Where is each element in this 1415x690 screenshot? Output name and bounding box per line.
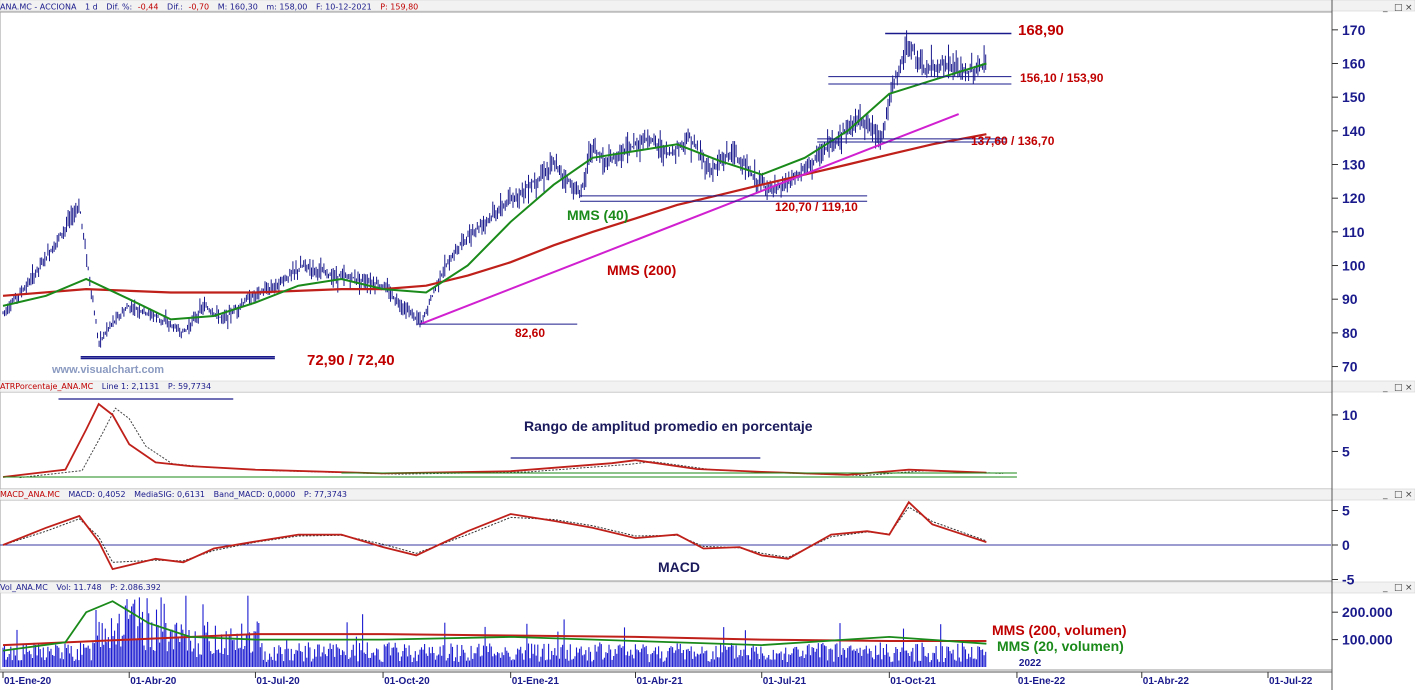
price-panel-header: ANA.MC - ACCIONA 1 d Dif. %: -0,44 Dif.:… [0, 3, 418, 12]
svg-text:ANA.MC - ACCIONA 1 d: ANA.MC - ACCIONA 1 d Dif. %: -0,44 Dif.:… [0, 3, 418, 12]
macd-y-tick-label: 0 [1342, 537, 1350, 553]
level-label-zone-mid: 137,60 / 136,70 [971, 134, 1055, 148]
y-tick-label: 80 [1342, 325, 1358, 341]
minimize-icon[interactable]: _ [1382, 490, 1388, 500]
y-tick-label: 120 [1342, 190, 1366, 206]
atr-y-tick-label: 5 [1342, 444, 1350, 460]
x-tick-label: 01-Ene-21 [512, 676, 560, 687]
maximize-icon[interactable]: □ [1394, 583, 1403, 593]
minimize-icon[interactable]: _ [1382, 583, 1388, 593]
sma200-label: MMS (200) [607, 262, 676, 278]
atr-title: Rango de amplitud promedio en porcentaje [524, 418, 813, 434]
vol-sma20-line [2, 600, 987, 652]
level-label-low-mar: 72,90 / 72,40 [307, 352, 395, 369]
svg-text:MACD_ANA.MC MACD: 0,4052: MACD_ANA.MC MACD: 0,4052 MediaSIG: 0,613… [0, 490, 347, 499]
maximize-icon[interactable]: □ [1394, 490, 1403, 500]
vol20-label: MMS (20, volumen) [997, 638, 1124, 654]
y-tick-label: 70 [1342, 359, 1358, 375]
panel-header-bar [0, 0, 1415, 12]
y-tick-label: 170 [1342, 22, 1366, 38]
window-controls-atr[interactable]: _ □ × [1382, 383, 1413, 393]
volume-panel-header: Vol_ANA.MC Vol: 11.748 P: 2.086.392 [0, 583, 161, 592]
x-tick-label: 01-Abr-21 [637, 676, 684, 687]
sma200-line [2, 133, 987, 297]
sma40-label: MMS (40) [567, 207, 628, 223]
level-label-low-oct: 82,60 [515, 326, 545, 340]
close-icon[interactable]: × [1405, 3, 1413, 13]
macd-signal-line [2, 506, 987, 563]
macd-label: MACD [658, 559, 700, 575]
volume-plot [2, 595, 987, 667]
minimize-icon[interactable]: _ [1382, 383, 1388, 393]
atr-y-tick-label: 10 [1342, 407, 1358, 423]
vol-y-tick-label: 100.000 [1342, 632, 1393, 648]
y-tick-label: 110 [1342, 224, 1365, 240]
level-label-zone-low: 120,70 / 119,10 [775, 200, 858, 214]
macd-y-tick-label: -5 [1342, 572, 1355, 588]
y-tick-label: 90 [1342, 291, 1358, 307]
panel-header-bar [0, 581, 1415, 594]
level-label-zone-top: 156,10 / 153,90 [1020, 71, 1104, 85]
vol200-label: MMS (200, volumen) [992, 622, 1127, 638]
x-tick-label: 01-Oct-20 [384, 676, 430, 687]
close-icon[interactable]: × [1405, 490, 1413, 500]
panel-header-bar [0, 488, 1415, 501]
x-tick-label: 01-Jul-20 [256, 676, 300, 687]
svg-text:ATRPorcentaje_ANA.MC Lin: ATRPorcentaje_ANA.MC Line 1: 2,1131 P: 5… [0, 382, 211, 391]
level-label-high: 168,90 [1018, 22, 1064, 39]
trendline [420, 113, 960, 326]
y-tick-label: 100 [1342, 258, 1366, 274]
panel-frame [0, 499, 1333, 582]
atr-plot [2, 398, 1017, 479]
x-tick-label: 01-Abr-20 [130, 676, 177, 687]
volume-bars [2, 595, 987, 667]
macd-line [2, 500, 987, 571]
x-tick-label: 01-Ene-20 [4, 676, 52, 687]
sma40-line [2, 62, 987, 321]
x-tick-label: 01-Oct-21 [890, 676, 936, 687]
maximize-icon[interactable]: □ [1394, 383, 1403, 393]
x-tick-label: 01-Jul-21 [763, 676, 807, 687]
watermark: www.visualchart.com [51, 364, 164, 376]
window-controls-macd[interactable]: _ □ × [1382, 490, 1413, 500]
x-tick-label: 01-Jul-22 [1269, 676, 1313, 687]
price-bars [2, 30, 987, 348]
macd-plot [0, 500, 1331, 571]
window-controls-price[interactable]: _ □ × [1382, 3, 1413, 13]
maximize-icon[interactable]: □ [1394, 3, 1403, 13]
x-year-label: 2022 [1019, 658, 1042, 669]
axes: 70 80 90 100 110 120 130 140 150 160 170 5 10 -5 0 5 100… [0, 22, 1393, 687]
x-tick-label: 01-Abr-22 [1143, 676, 1190, 687]
atr-line [2, 402, 987, 478]
atr-panel-header: ATRPorcentaje_ANA.MC Line 1: 2,1131 P: 5… [0, 382, 211, 391]
price-plot [2, 30, 1012, 360]
vol-y-tick-label: 200.000 [1342, 604, 1393, 620]
window-controls-volume[interactable]: _ □ × [1382, 583, 1413, 593]
panel-frame [0, 391, 1333, 490]
y-tick-label: 160 [1342, 56, 1366, 72]
y-tick-label: 140 [1342, 123, 1366, 139]
svg-text:Vol_ANA.MC Vol: 11.748: Vol_ANA.MC Vol: 11.748 P: 2.086.392 [0, 583, 161, 592]
y-tick-label: 130 [1342, 157, 1366, 173]
panel-header-bar [0, 380, 1415, 393]
panel-frame [0, 11, 1333, 383]
y-tick-label: 150 [1342, 89, 1366, 105]
minimize-icon[interactable]: _ [1382, 3, 1388, 13]
macd-panel-header: MACD_ANA.MC MACD: 0,4052 MediaSIG: 0,613… [0, 490, 347, 499]
x-tick-label: 01-Ene-22 [1018, 676, 1066, 687]
close-icon[interactable]: × [1405, 383, 1413, 393]
close-icon[interactable]: × [1405, 583, 1413, 593]
macd-y-tick-label: 5 [1342, 503, 1350, 519]
